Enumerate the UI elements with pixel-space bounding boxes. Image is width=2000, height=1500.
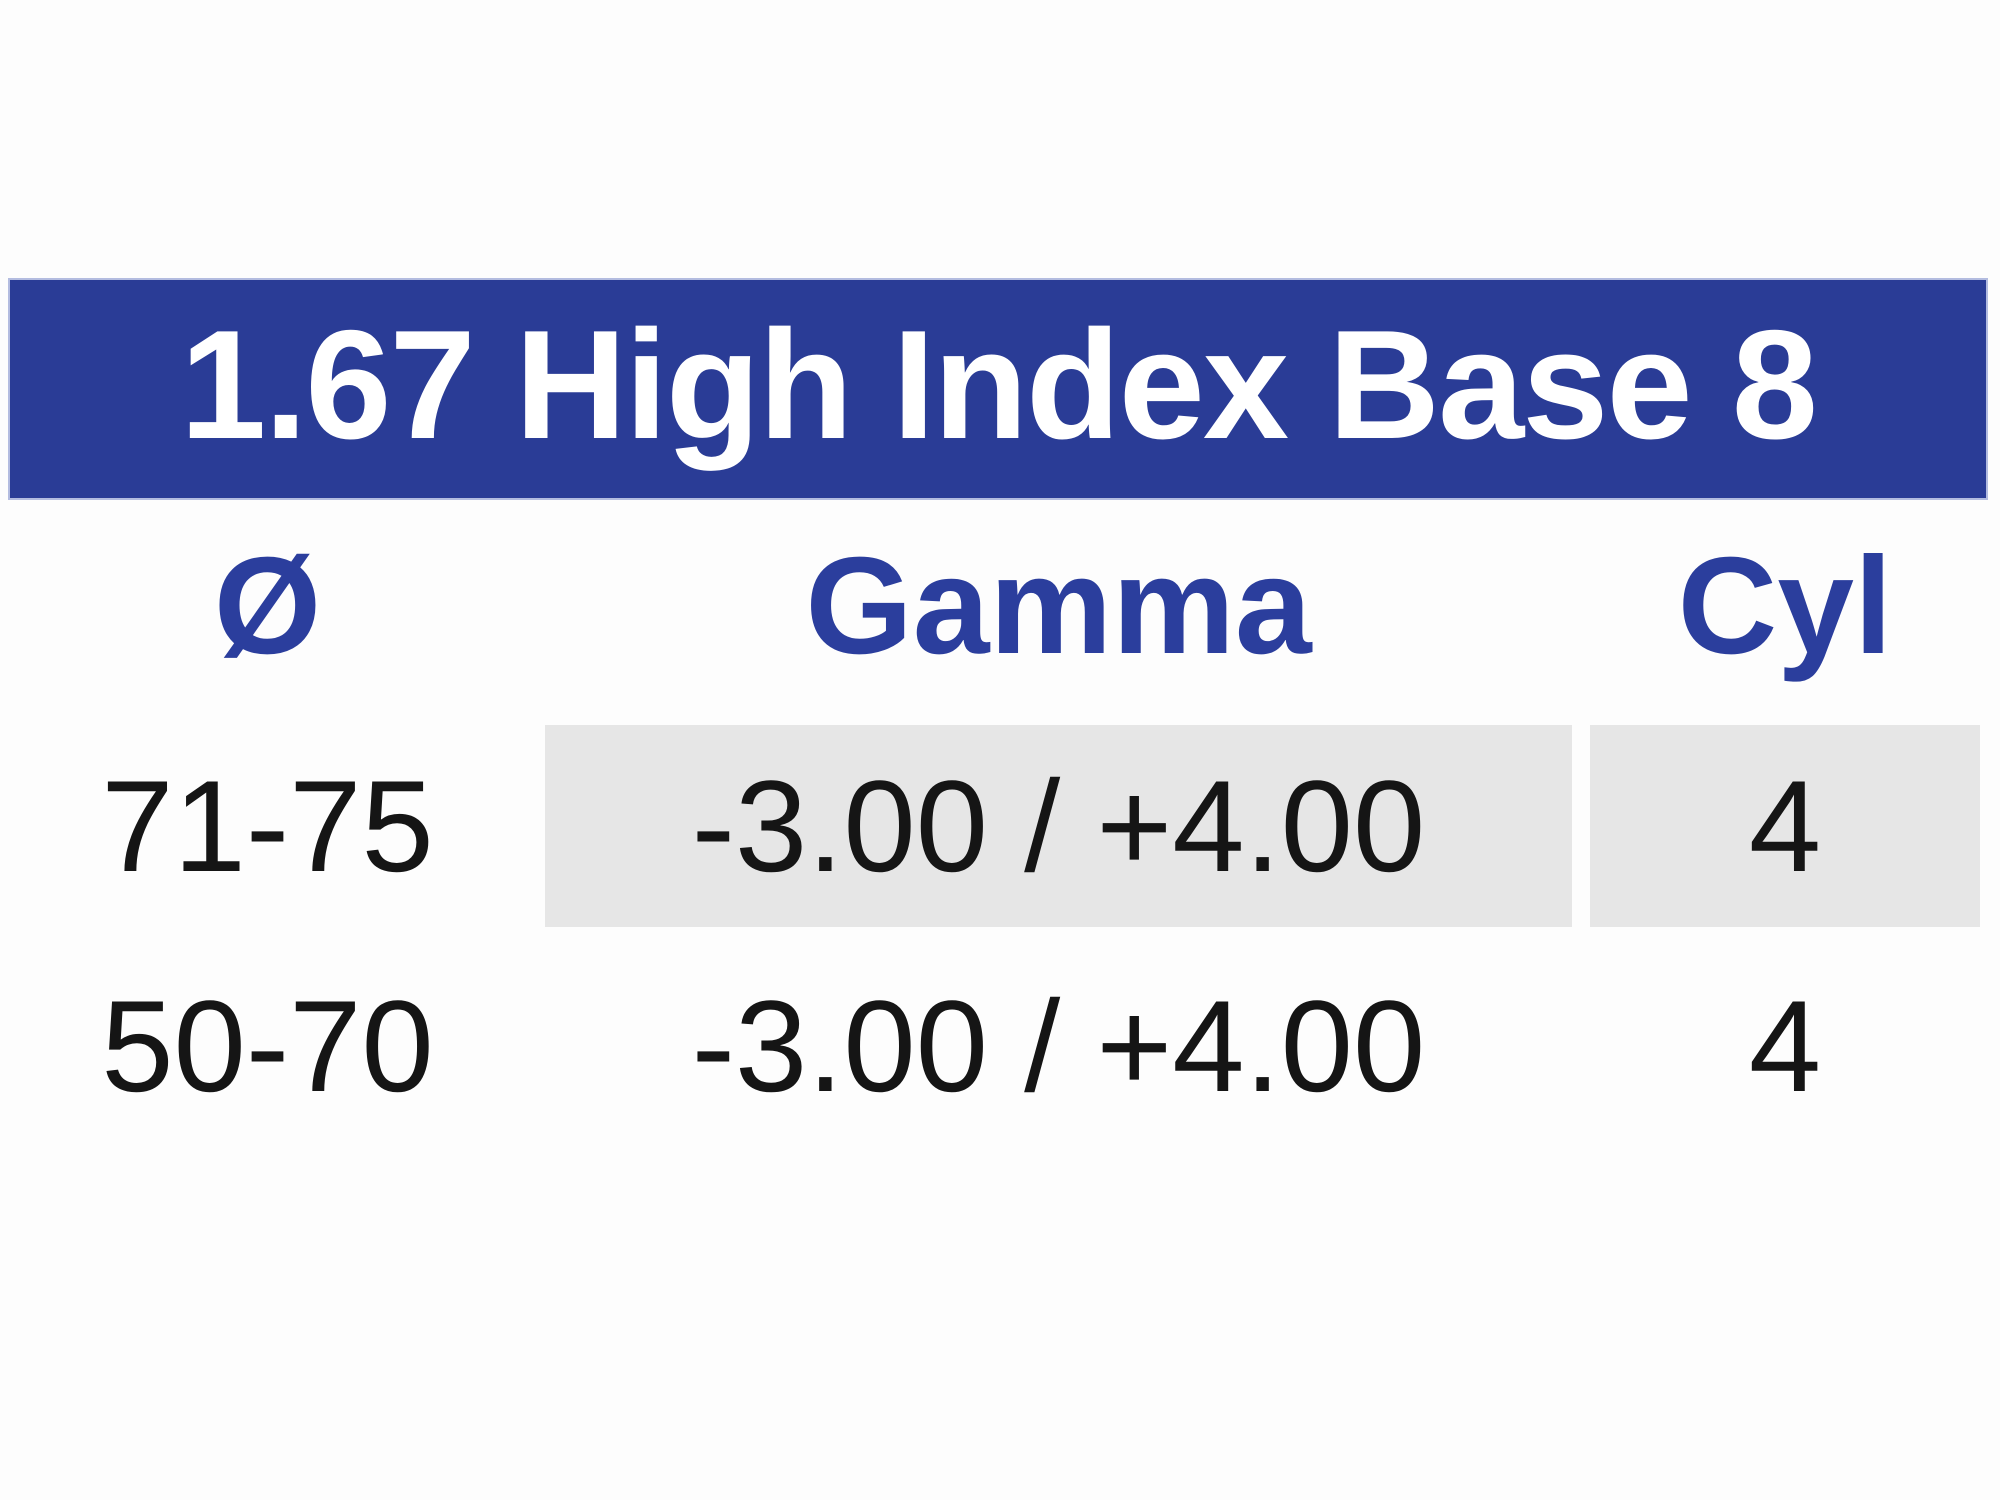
lens-spec-table: 1.67 High Index Base 8 Ø Gamma Cyl 71-75… <box>8 278 1988 1147</box>
row-0-cell-gamma: -3.00 / +4.00 <box>545 725 1572 927</box>
row-1-cell-diameter: 50-70 <box>101 973 434 1119</box>
lens-table-grid: Ø Gamma Cyl 71-75 -3.00 / +4.00 4 50-70 … <box>8 505 1988 1147</box>
row-0-cell-diameter: 71-75 <box>101 753 434 899</box>
column-header-cyl: Cyl <box>1677 528 1893 683</box>
table-title: 1.67 High Index Base 8 <box>180 298 1818 471</box>
column-header-gamma: Gamma <box>805 528 1312 683</box>
row-1-cell-cyl: 4 <box>1748 973 1822 1119</box>
row-0-cell-cyl: 4 <box>1590 725 1980 927</box>
row-1-cell-gamma: -3.00 / +4.00 <box>691 973 1426 1119</box>
table-title-banner: 1.67 High Index Base 8 <box>8 278 1988 500</box>
column-header-diameter: Ø <box>213 528 322 683</box>
